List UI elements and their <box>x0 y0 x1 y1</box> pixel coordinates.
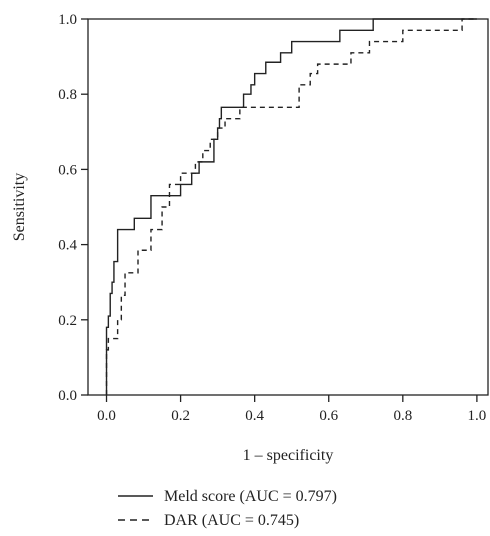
y-tick-label: 0.0 <box>58 388 77 404</box>
y-tick-label: 0.2 <box>58 313 77 329</box>
x-tick-label: 0.2 <box>171 408 190 424</box>
y-axis-title: Sensitivity <box>11 173 28 241</box>
x-axis-title: 1 – specificity <box>243 447 334 464</box>
legend-label: DAR (AUC = 0.745) <box>164 512 299 529</box>
y-tick-label: 1.0 <box>58 12 77 28</box>
y-tick-label: 0.6 <box>58 162 77 178</box>
x-tick-label: 1.0 <box>468 408 487 424</box>
x-tick-label: 0.0 <box>97 408 116 424</box>
x-tick-label: 0.4 <box>245 408 264 424</box>
y-tick-label: 0.8 <box>58 87 77 103</box>
x-tick-label: 0.8 <box>393 408 412 424</box>
plot-frame <box>87 18 489 396</box>
x-tick-label: 0.6 <box>319 408 338 424</box>
legend: Meld score (AUC = 0.797) DAR (AUC = 0.745… <box>118 488 337 529</box>
axes: 0.0 0.2 0.4 0.6 0.8 1.0 0.0 0.2 0.4 0.6 0.8 1.0 1 – … <box>11 12 489 464</box>
legend-label: Meld score (AUC = 0.797) <box>164 488 337 505</box>
y-tick-label: 0.4 <box>58 238 77 254</box>
plot-lines <box>105 18 477 395</box>
series-line-dar <box>105 18 477 395</box>
